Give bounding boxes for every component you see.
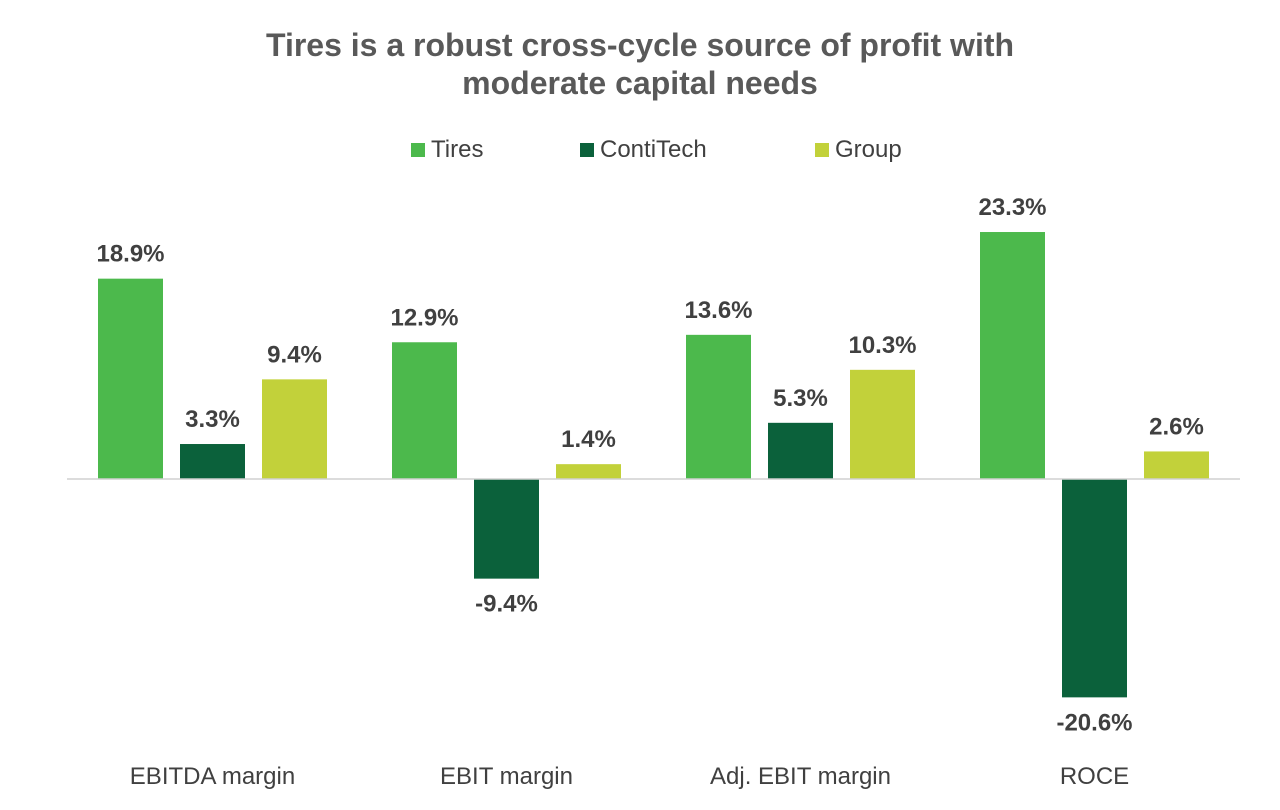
data-label-tires-0: 18.9% (96, 241, 164, 268)
chart-title-line-2: moderate capital needs (462, 65, 818, 101)
category-label-2: Adj. EBIT margin (710, 763, 891, 790)
legend-swatch-tires (411, 143, 425, 157)
bar-contitech-1 (474, 479, 539, 579)
bar-tires-0 (98, 278, 163, 479)
chart-legend: Tires ContiTech Group (0, 136, 1280, 168)
bar-tires-2 (686, 334, 751, 479)
data-label-group-3: 2.6% (1149, 413, 1204, 440)
data-label-group-1: 1.4% (561, 426, 616, 453)
legend-label-contitech: ContiTech (600, 136, 707, 163)
bar-tires-3 (980, 232, 1045, 479)
data-label-contitech-2: 5.3% (773, 385, 828, 412)
bar-contitech-3 (1062, 479, 1127, 698)
data-label-tires-1: 12.9% (390, 304, 458, 331)
bar-contitech-2 (768, 422, 833, 479)
chart-title-line-1: Tires is a robust cross-cycle source of … (265, 27, 1015, 63)
bar-group-3 (1144, 451, 1209, 479)
category-label-3: ROCE (1060, 763, 1129, 790)
chart-title: Tires is a robust cross-cycle source of … (0, 26, 1280, 102)
bar-group-2 (850, 369, 915, 479)
legend-item-contitech: ContiTech (580, 136, 707, 164)
legend-item-group: Group (815, 136, 902, 164)
data-label-contitech-1: -9.4% (475, 591, 538, 618)
category-label-1: EBIT margin (440, 763, 573, 790)
bar-contitech-0 (180, 444, 245, 479)
data-label-tires-3: 23.3% (978, 194, 1046, 221)
data-label-contitech-3: -20.6% (1056, 709, 1132, 736)
data-label-contitech-0: 3.3% (185, 406, 240, 433)
bar-group-0 (262, 379, 327, 479)
bar-group-1 (556, 464, 621, 479)
data-label-tires-2: 13.6% (684, 297, 752, 324)
bar-tires-1 (392, 342, 457, 479)
data-label-group-2: 10.3% (848, 332, 916, 359)
legend-label-tires: Tires (431, 136, 484, 163)
legend-item-tires: Tires (411, 136, 483, 164)
category-label-0: EBITDA margin (130, 763, 295, 790)
data-label-group-0: 9.4% (267, 341, 322, 368)
legend-label-group: Group (835, 136, 902, 163)
legend-swatch-contitech (580, 143, 594, 157)
legend-swatch-group (815, 143, 829, 157)
